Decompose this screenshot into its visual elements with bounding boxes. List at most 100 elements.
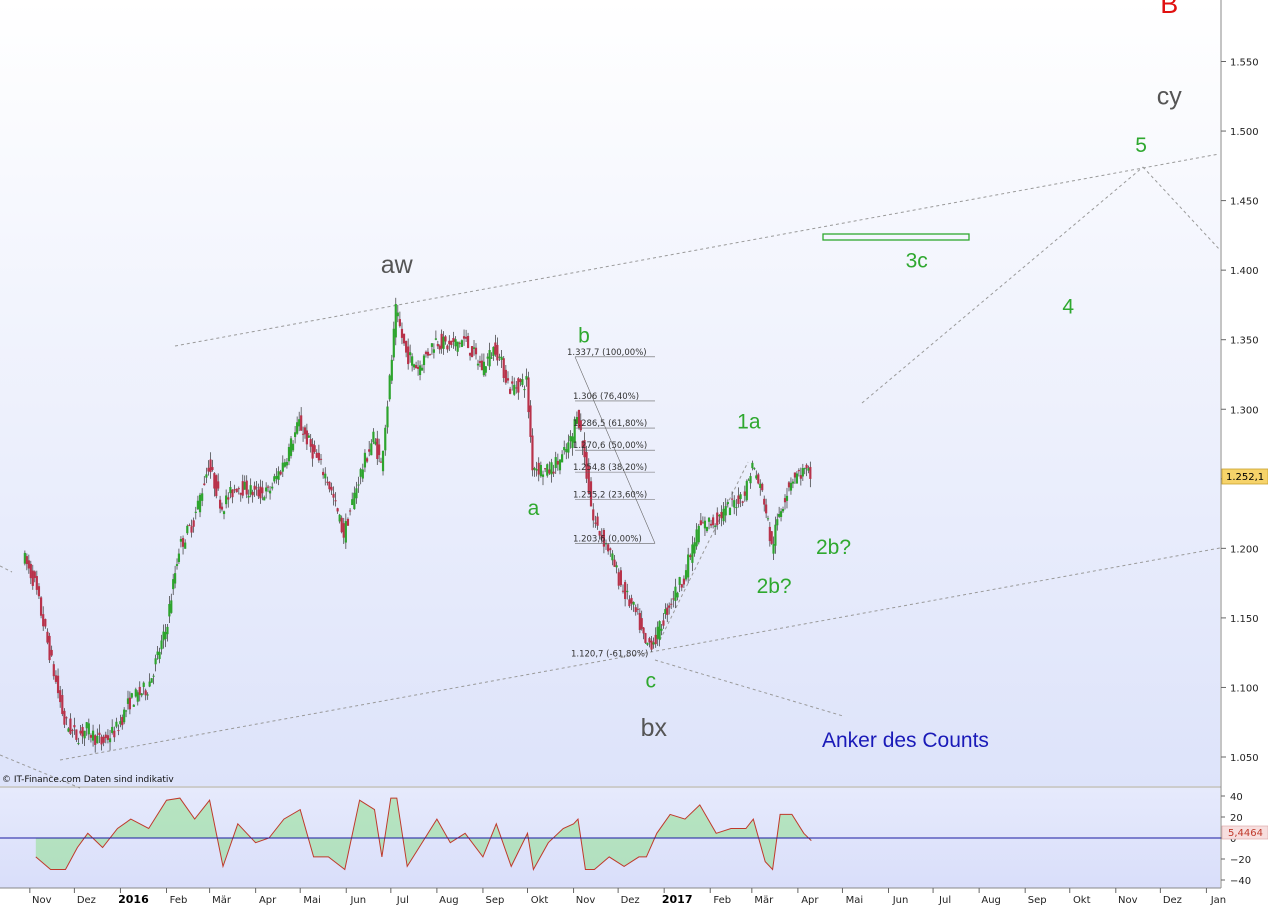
candle-body [755, 475, 758, 479]
candle-body [407, 346, 410, 365]
candle-body [409, 352, 412, 356]
candle-body [235, 488, 238, 493]
candle-body [266, 486, 270, 488]
candle-body [311, 443, 314, 459]
candle-body [146, 694, 149, 696]
candle-body [245, 480, 248, 495]
price-tag: 1.252,1 [1221, 468, 1268, 485]
candle-body [348, 510, 352, 512]
candle-body [474, 347, 478, 355]
candle-body [678, 577, 681, 585]
candle-body [797, 470, 800, 472]
candle-body [378, 444, 381, 456]
month-label: Jul [396, 895, 409, 906]
candle-body [231, 489, 234, 498]
candle-body [560, 454, 564, 463]
candle-body [476, 363, 480, 366]
candle-body [519, 379, 522, 383]
candle-body [757, 474, 760, 484]
candle-body [211, 467, 214, 471]
candle-body [430, 343, 434, 347]
candle-body [636, 608, 639, 610]
candle-body [569, 435, 572, 442]
candle-body [470, 346, 474, 358]
candle-body [413, 364, 416, 368]
candle-body [179, 538, 183, 542]
candle-body [741, 501, 744, 503]
candle-body [548, 469, 551, 474]
candle-body [776, 519, 779, 526]
candle-body [140, 693, 143, 696]
candle-body [273, 476, 276, 482]
candle-body [257, 489, 260, 497]
candle-body [724, 506, 727, 516]
candle-body [666, 607, 669, 615]
candle-body [303, 427, 307, 435]
candle-body [344, 521, 347, 543]
candle-body [488, 349, 491, 367]
candle-body [684, 570, 688, 580]
candle-body [662, 620, 665, 626]
candle-body [164, 632, 167, 640]
candle-body [85, 722, 88, 729]
candle-body [106, 735, 110, 740]
candle-body [515, 387, 518, 389]
candle-body [765, 504, 768, 514]
candle-body [716, 512, 719, 526]
candle-body [249, 485, 252, 495]
candle-body [506, 378, 510, 381]
fib-level-label: 1.203,6 (0,00%) [573, 534, 642, 544]
candle-body [416, 366, 420, 369]
copyright-note: © IT-Finance.com Daten sind indikativ [2, 775, 174, 785]
candle-body [779, 511, 783, 518]
month-label: Feb [170, 895, 188, 906]
candle-body [357, 484, 360, 486]
candle-body [628, 599, 631, 607]
candle-body [67, 728, 70, 732]
candle-body [136, 692, 139, 702]
candle-body [75, 729, 78, 740]
candle-body [81, 726, 84, 737]
candle-body [351, 499, 354, 505]
lower-trendline [59, 547, 1221, 761]
wave-label-1a: 1a [737, 411, 761, 434]
candle-body [113, 730, 116, 738]
candle-body [229, 486, 232, 494]
candle-body [737, 495, 740, 504]
fib-level-label: 1.286,5 (61,80%) [573, 419, 647, 429]
candle-body [50, 649, 53, 656]
candle-body [317, 452, 320, 461]
candle-body [799, 475, 802, 479]
month-label: Mär [754, 895, 774, 906]
candle-body [621, 590, 625, 592]
candle-body [83, 730, 86, 739]
price-tick-label: 1.350 [1230, 336, 1259, 347]
candle-body [372, 431, 375, 443]
candle-body [52, 664, 55, 677]
candle-body [184, 542, 187, 549]
candle-body [79, 730, 82, 734]
candle-body [414, 365, 418, 369]
candle-body [550, 462, 553, 475]
wave-label-cy: cy [1157, 83, 1183, 111]
candle-body [496, 344, 499, 361]
candle-body [168, 603, 171, 617]
candle-body [654, 634, 657, 645]
candle-body [222, 511, 226, 515]
candle-body [691, 544, 694, 563]
candle-body [217, 481, 220, 489]
month-label: Mär [212, 895, 232, 906]
candle-body [261, 487, 264, 494]
candle-body [527, 377, 530, 413]
price-tick-label: 1.300 [1230, 405, 1259, 416]
candle-body [201, 493, 204, 501]
candle-body [275, 475, 278, 479]
wave-label-c: c [646, 669, 657, 692]
candle-body [334, 500, 337, 502]
fib-level-label: 1.337,7 (100,00%) [567, 348, 647, 358]
candle-body [607, 544, 610, 552]
month-label: Sep [1028, 895, 1047, 906]
candle-body [531, 435, 534, 471]
wave-label-a: a [528, 497, 540, 520]
candle-body [617, 572, 620, 586]
